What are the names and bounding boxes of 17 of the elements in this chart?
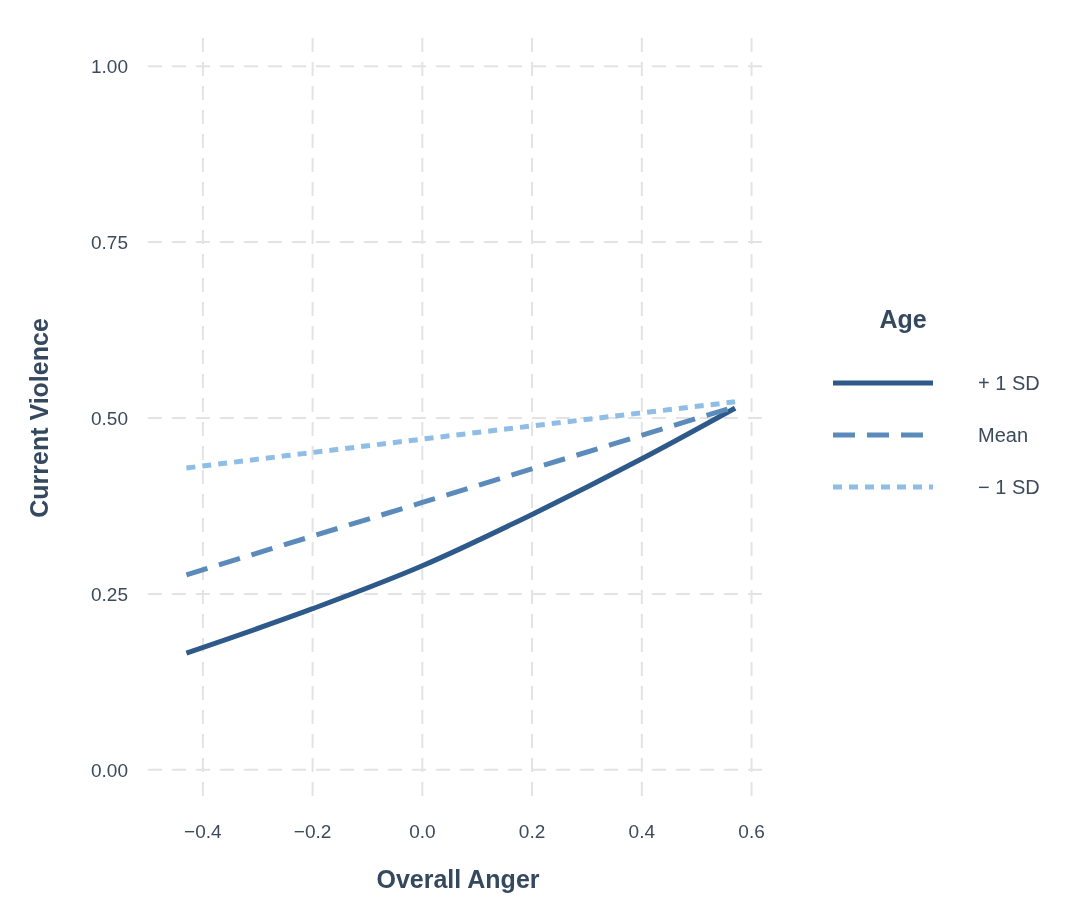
x-tick-label: 0.4	[628, 821, 656, 842]
x-tick-label: 0.2	[518, 821, 546, 842]
legend-label: − 1 SD	[978, 476, 1040, 498]
y-tick-label: 1.00	[91, 56, 128, 78]
y-tick-label: 0.50	[91, 408, 128, 429]
x-axis-title: Overall Anger	[376, 865, 540, 893]
y-tick-label: 0.25	[91, 583, 128, 605]
legend-label: + 1 SD	[978, 372, 1040, 394]
y-tick-label: 0.00	[91, 759, 128, 781]
y-axis-title: Current Violence	[25, 318, 53, 518]
legend-title: Age	[879, 305, 927, 333]
x-tick-label: −0.2	[293, 821, 332, 842]
y-tick-label: 0.75	[91, 232, 128, 254]
x-tick-label: 0.0	[409, 821, 436, 842]
legend-label: Mean	[978, 424, 1029, 446]
x-tick-label: 0.6	[738, 821, 765, 842]
x-tick-label: −0.4	[184, 821, 223, 842]
